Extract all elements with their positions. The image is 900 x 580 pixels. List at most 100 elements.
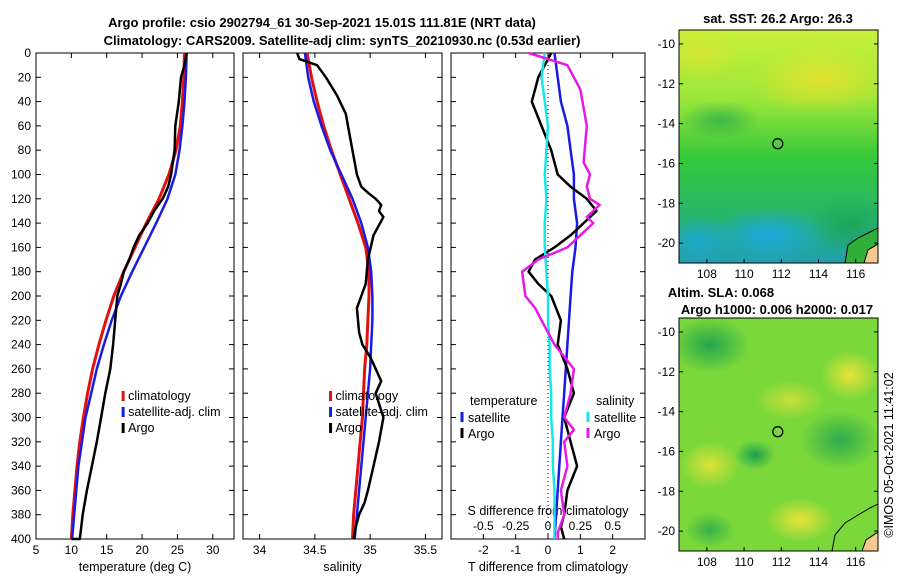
temperature-xtick-label: 30 xyxy=(206,543,220,557)
temperature-legend-label: satellite-adj. clim xyxy=(128,405,220,419)
salinity-diff-tick-label: -0.25 xyxy=(502,519,530,533)
sla-lon-label: 110 xyxy=(735,555,754,569)
depth-tick-label: 140 xyxy=(11,216,31,230)
sla-lon-label: 112 xyxy=(772,555,791,569)
imos-footer: ©IMOS 05-Oct-2021 11:41:02 xyxy=(882,372,896,537)
salinity-diff-tick-label: -0.5 xyxy=(473,519,494,533)
depth-tick-label: 280 xyxy=(11,386,31,400)
sst-map-axes: 108 110 112 114 116 -10 -12 -14 -16 -18 -20 xyxy=(658,29,879,281)
depth-tick-label: 260 xyxy=(11,362,31,376)
depth-tick-label: 120 xyxy=(11,192,31,206)
temperature-xtick-label: 20 xyxy=(135,543,149,557)
sst-lat-label: -14 xyxy=(658,117,676,131)
difference-xtick-label: 2 xyxy=(609,543,616,557)
salinity-series-argo xyxy=(296,52,385,540)
sst-lon-label: 108 xyxy=(697,267,717,281)
salinity-legend-label: climatology xyxy=(336,389,399,403)
salinity-series-satellite-adj-clim xyxy=(303,52,374,540)
salinity-xtick-label: 34.5 xyxy=(303,543,327,557)
difference-series-s-satellite xyxy=(540,52,556,539)
salinity-xlabel: salinity xyxy=(323,560,362,574)
sla-lat-label: -16 xyxy=(658,444,676,458)
sla-argo-position-marker xyxy=(772,426,784,438)
salinity-diff-axis-label: S difference from climatology xyxy=(468,504,630,518)
sst-map-title: sat. SST: 26.2 Argo: 26.3 xyxy=(703,11,853,26)
depth-tick-label: 240 xyxy=(11,338,31,352)
salinity-axes-box xyxy=(242,52,443,540)
temperature-legend-label: Argo xyxy=(128,421,154,435)
sst-lon-label: 114 xyxy=(809,267,828,281)
temperature-xtick-label: 10 xyxy=(65,543,79,557)
difference-legend-label: Argo xyxy=(468,427,494,441)
salinity-series-climatology xyxy=(305,52,371,540)
difference-legend-label: satellite xyxy=(468,411,510,425)
sla-lat-label: -14 xyxy=(658,405,676,419)
depth-tick-label: 160 xyxy=(11,240,31,254)
salinity-legend-label: satellite-adj. clim xyxy=(336,405,428,419)
salinity-diff-tick-label: 0 xyxy=(545,519,552,533)
sla-lat-label: -12 xyxy=(658,365,676,379)
temperature-xtick-label: 25 xyxy=(171,543,185,557)
difference-legend-label: Argo xyxy=(594,427,620,441)
difference-series-t-argo xyxy=(527,52,598,540)
depth-tick-label: 20 xyxy=(18,70,32,84)
difference-profile-panel: -2 -1 0 1 2 T difference from climatology -0.5… xyxy=(450,51,646,574)
sst-lat-label: -18 xyxy=(658,196,676,210)
sst-lat-label: -20 xyxy=(658,236,676,250)
legend-group-title: temperature xyxy=(470,394,537,408)
salinity-legend-label: Argo xyxy=(336,421,362,435)
sst-lat-label: -10 xyxy=(658,37,676,51)
depth-tick-label: 100 xyxy=(11,168,31,182)
salinity-xtick-label: 35 xyxy=(363,543,377,557)
temperature-xlabel: temperature (deg C) xyxy=(79,560,192,574)
difference-xlabel: T difference from climatology xyxy=(468,560,629,574)
temperature-axes-box xyxy=(35,52,235,540)
temperature-profile-panel: 5 10 15 20 25 3002040608010012014016018020022… xyxy=(11,46,235,574)
temperature-legend-label: climatology xyxy=(128,389,191,403)
sla-lon-label: 108 xyxy=(697,555,717,569)
sla-lat-label: -18 xyxy=(658,484,676,498)
depth-tick-label: 300 xyxy=(11,411,31,425)
salinity-xtick-label: 35.5 xyxy=(414,543,438,557)
sla-map-title: Altim. SLA: 0.068 xyxy=(668,285,774,300)
salinity-diff-tick-label: 0.5 xyxy=(604,519,621,533)
sst-lat-label: -12 xyxy=(658,77,676,91)
title-line-2: Climatology: CARS2009. Satellite-adj cli… xyxy=(104,33,581,48)
temperature-series-climatology xyxy=(69,52,186,540)
depth-tick-label: 180 xyxy=(11,265,31,279)
temperature-xtick-label: 15 xyxy=(100,543,114,557)
sst-map-box xyxy=(678,29,879,264)
depth-tick-label: 320 xyxy=(11,435,31,449)
sla-lat-label: -10 xyxy=(658,325,676,339)
depth-tick-label: 340 xyxy=(11,459,31,473)
sst-lon-label: 110 xyxy=(735,267,754,281)
sla-map-axes: 108 110 112 114 116 -10 -12 -14 -16 -18 -20 xyxy=(658,317,879,569)
depth-tick-label: 360 xyxy=(11,483,31,497)
depth-tick-label: 220 xyxy=(11,313,31,327)
depth-tick-label: 380 xyxy=(11,508,31,522)
difference-xtick-label: 1 xyxy=(577,543,584,557)
depth-tick-label: 400 xyxy=(11,532,31,546)
sla-map-subtitle: Argo h1000: 0.006 h2000: 0.017 xyxy=(681,302,873,317)
salinity-xtick-label: 34 xyxy=(253,543,267,557)
salinity-diff-tick-label: 0.25 xyxy=(569,519,593,533)
sst-map-field xyxy=(679,30,878,263)
sla-lat-label: -20 xyxy=(658,524,676,538)
depth-tick-label: 200 xyxy=(11,289,31,303)
difference-xtick-label: -2 xyxy=(478,543,489,557)
sla-lon-label: 116 xyxy=(846,555,865,569)
sst-lat-label: -16 xyxy=(658,156,676,170)
sst-lon-label: 116 xyxy=(846,267,865,281)
depth-tick-label: 60 xyxy=(18,119,32,133)
temperature-series-satellite-adj-clim xyxy=(70,52,188,540)
legend-group-title: salinity xyxy=(596,394,635,408)
difference-xtick-label: -1 xyxy=(510,543,521,557)
depth-tick-label: 0 xyxy=(24,46,31,60)
difference-series-s-argo xyxy=(520,51,601,539)
salinity-profile-panel: 34 34.5 35 35.5 salinity climatology satellite… xyxy=(242,52,443,574)
title-line-1: Argo profile: csio 2902794_61 30-Sep-202… xyxy=(108,15,536,30)
sla-map-field xyxy=(679,318,878,551)
difference-series-t-satellite xyxy=(553,52,579,540)
temperature-series-argo xyxy=(71,52,188,541)
sst-argo-position-marker xyxy=(772,138,784,150)
